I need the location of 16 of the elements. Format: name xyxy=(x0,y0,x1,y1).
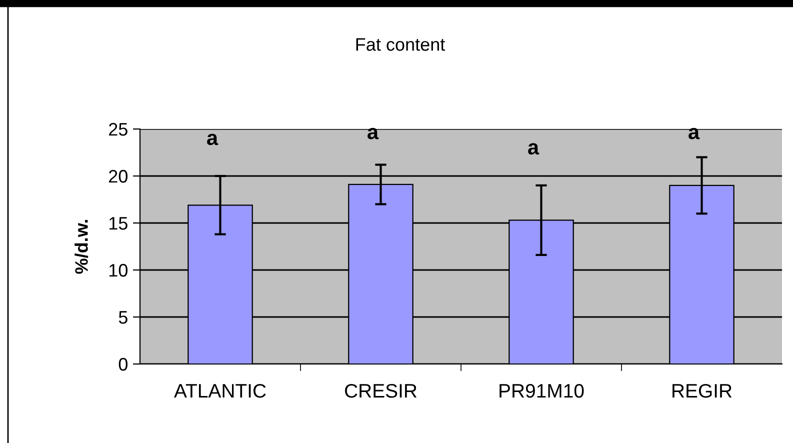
annotation: a xyxy=(528,143,540,155)
annotation: a xyxy=(207,134,218,146)
x-tick-label: PR91M10 xyxy=(500,384,584,398)
x-tick-label: CRESIR xyxy=(345,384,417,398)
annotation: a xyxy=(688,128,700,140)
y-tick-label: 15 xyxy=(109,217,128,230)
y-axis-title: %/d.w. xyxy=(74,220,88,274)
x-tick-label: REGIR xyxy=(672,384,732,398)
chart-title: Fat content xyxy=(356,38,446,51)
y-tick-label: 20 xyxy=(109,170,128,183)
x-tick-label: ATLANTIC xyxy=(174,384,266,398)
y-tick-label: 10 xyxy=(109,264,128,277)
y-tick-label: 5 xyxy=(118,311,128,324)
y-tick-label: 25 xyxy=(109,122,128,136)
y-tick-label: 0 xyxy=(118,358,128,371)
annotation: a xyxy=(368,128,379,140)
